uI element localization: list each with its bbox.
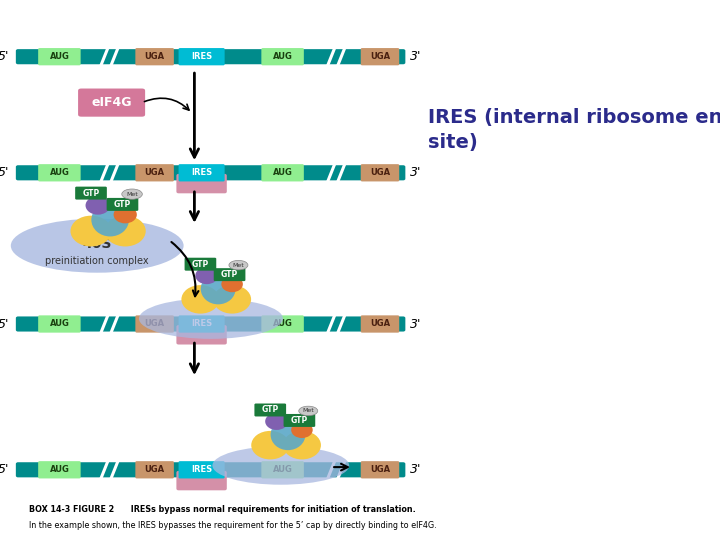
- Text: AUG: AUG: [273, 52, 292, 61]
- FancyBboxPatch shape: [176, 325, 227, 345]
- Ellipse shape: [201, 273, 235, 305]
- FancyBboxPatch shape: [179, 48, 225, 65]
- Ellipse shape: [229, 260, 248, 270]
- FancyBboxPatch shape: [77, 87, 146, 118]
- Circle shape: [291, 422, 312, 438]
- Ellipse shape: [271, 419, 305, 450]
- Circle shape: [181, 285, 220, 314]
- FancyBboxPatch shape: [16, 49, 405, 64]
- Text: In the example shown, the IRES bypasses the requirement for the 5’ cap by direct: In the example shown, the IRES bypasses …: [29, 521, 436, 530]
- Text: AUG: AUG: [273, 320, 292, 328]
- Text: AUG: AUG: [273, 465, 292, 474]
- Text: GTP: GTP: [192, 260, 209, 269]
- FancyBboxPatch shape: [135, 461, 174, 478]
- FancyBboxPatch shape: [179, 315, 225, 333]
- Ellipse shape: [212, 446, 349, 485]
- FancyBboxPatch shape: [38, 48, 81, 65]
- Text: 3': 3': [410, 50, 422, 63]
- Text: AUG: AUG: [50, 52, 69, 61]
- Text: Met: Met: [233, 262, 244, 268]
- FancyBboxPatch shape: [254, 403, 286, 416]
- Text: 3': 3': [410, 318, 422, 330]
- Text: 5': 5': [0, 166, 9, 179]
- Ellipse shape: [122, 189, 143, 199]
- FancyBboxPatch shape: [261, 48, 304, 65]
- Text: AUG: AUG: [50, 465, 69, 474]
- Circle shape: [86, 196, 110, 214]
- Text: Met: Met: [302, 408, 314, 414]
- FancyBboxPatch shape: [361, 315, 399, 333]
- FancyBboxPatch shape: [176, 471, 227, 490]
- Text: GTP: GTP: [82, 188, 99, 198]
- Ellipse shape: [139, 298, 283, 339]
- FancyBboxPatch shape: [16, 165, 405, 180]
- FancyBboxPatch shape: [361, 48, 399, 65]
- Circle shape: [71, 215, 112, 246]
- FancyBboxPatch shape: [179, 164, 225, 181]
- Text: UGA: UGA: [370, 52, 390, 61]
- FancyBboxPatch shape: [261, 315, 304, 333]
- FancyBboxPatch shape: [361, 164, 399, 181]
- FancyBboxPatch shape: [184, 258, 216, 271]
- Circle shape: [283, 431, 321, 460]
- FancyBboxPatch shape: [16, 316, 405, 332]
- FancyBboxPatch shape: [135, 48, 174, 65]
- Text: AUG: AUG: [273, 168, 292, 177]
- Ellipse shape: [11, 219, 184, 273]
- Text: 5': 5': [0, 50, 9, 63]
- Text: UGA: UGA: [370, 168, 390, 177]
- FancyBboxPatch shape: [107, 198, 138, 211]
- Text: preinitiation complex: preinitiation complex: [45, 256, 149, 266]
- FancyBboxPatch shape: [176, 174, 227, 193]
- Text: IRES: IRES: [191, 320, 212, 328]
- Text: GTP: GTP: [261, 406, 279, 415]
- FancyBboxPatch shape: [361, 461, 399, 478]
- FancyBboxPatch shape: [261, 164, 304, 181]
- Circle shape: [251, 431, 289, 460]
- Text: IRES: IRES: [191, 168, 212, 177]
- Text: AUG: AUG: [50, 168, 69, 177]
- Text: 5': 5': [0, 318, 9, 330]
- Text: UGA: UGA: [145, 320, 165, 328]
- Text: UGA: UGA: [145, 168, 165, 177]
- FancyBboxPatch shape: [38, 461, 81, 478]
- Circle shape: [114, 206, 137, 224]
- FancyBboxPatch shape: [214, 268, 246, 281]
- Circle shape: [195, 267, 218, 284]
- Text: IRES: IRES: [191, 465, 212, 474]
- Text: 3': 3': [410, 166, 422, 179]
- Text: UGA: UGA: [145, 465, 165, 474]
- FancyBboxPatch shape: [135, 164, 174, 181]
- Text: AUG: AUG: [50, 320, 69, 328]
- Text: BOX 14-3 FIGURE 2      IRESs bypass normal requirements for initiation of transl: BOX 14-3 FIGURE 2 IRESs bypass normal re…: [29, 505, 415, 514]
- Ellipse shape: [91, 203, 129, 237]
- Circle shape: [213, 285, 251, 314]
- FancyBboxPatch shape: [16, 462, 405, 477]
- FancyBboxPatch shape: [135, 315, 174, 333]
- Text: UGA: UGA: [370, 320, 390, 328]
- Text: IRES: IRES: [191, 52, 212, 61]
- Text: GTP: GTP: [221, 270, 238, 279]
- Ellipse shape: [299, 406, 318, 416]
- Circle shape: [104, 215, 145, 246]
- FancyBboxPatch shape: [75, 187, 107, 200]
- Text: eIF4G: eIF4G: [91, 96, 132, 109]
- Text: Met: Met: [126, 192, 138, 197]
- Text: 5': 5': [0, 463, 9, 476]
- Text: UGA: UGA: [145, 52, 165, 61]
- FancyBboxPatch shape: [38, 164, 81, 181]
- FancyBboxPatch shape: [261, 461, 304, 478]
- Text: IRES (internal ribosome entry
site): IRES (internal ribosome entry site): [428, 108, 720, 152]
- Text: UGA: UGA: [370, 465, 390, 474]
- Text: GTP: GTP: [291, 416, 308, 425]
- FancyBboxPatch shape: [179, 461, 225, 478]
- Text: GTP: GTP: [114, 200, 131, 209]
- FancyBboxPatch shape: [284, 414, 315, 427]
- Circle shape: [265, 413, 288, 430]
- FancyBboxPatch shape: [38, 315, 81, 333]
- Text: 3': 3': [410, 463, 422, 476]
- Circle shape: [221, 276, 243, 292]
- Text: 40S: 40S: [83, 237, 112, 251]
